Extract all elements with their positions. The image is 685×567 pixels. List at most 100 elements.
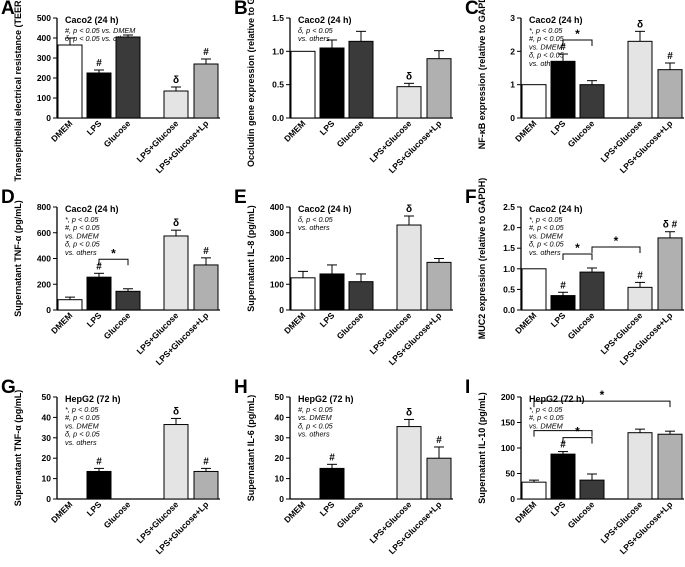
y-tick-label: 10 xyxy=(275,474,285,484)
significance-note: vs. others xyxy=(65,438,97,447)
bar xyxy=(319,273,345,311)
x-tick-label: Glucose xyxy=(102,118,133,149)
panel-a: A 0 100 200 300 400 500 Transepithelial electri… xyxy=(1,0,220,182)
bar xyxy=(319,47,345,119)
bar xyxy=(426,58,452,119)
significance-mark: # xyxy=(329,452,335,463)
panel-c: C 0 1 2 3 NF-κB expression (relative to GAPDH… xyxy=(465,0,684,175)
y-tick-label: 0.0 xyxy=(503,305,515,315)
x-tick-label: DMEM xyxy=(49,118,74,143)
x-tick-label: LPS+Glucose+Lp xyxy=(618,310,675,367)
y-tick-label: 1 xyxy=(510,80,515,90)
bar xyxy=(521,84,547,119)
x-tick-label: LPS+Glucose+Lp xyxy=(154,118,211,175)
y-tick-label: 400 xyxy=(37,254,51,264)
panel-title: HepG2 (72 h) xyxy=(65,394,121,404)
significance-note: *, p < 0.05 xyxy=(65,405,99,414)
x-tick-label: LPS xyxy=(318,118,337,137)
panel-letter: I xyxy=(465,377,470,398)
significance-note: δ, p < 0.05 xyxy=(298,26,334,35)
y-tick-label: 0 xyxy=(279,305,284,315)
bar xyxy=(627,432,653,500)
panel-letter: C xyxy=(465,0,479,19)
significance-mark: # xyxy=(96,456,102,467)
panel-i: I 0 50 100 150 200 Supernatant IL-10 (pg/mL) He… xyxy=(465,377,684,556)
x-tick-label: LPS+Glucose+Lp xyxy=(154,310,211,367)
bar xyxy=(550,60,576,119)
bar xyxy=(115,290,141,311)
y-tick-label: 400 xyxy=(270,202,284,212)
panel-title: Caco2 (24 h) xyxy=(529,15,583,25)
panel-f: F 0.0 0.5 1.0 1.5 2.0 2.5 MUC2 expression (rela… xyxy=(465,178,684,367)
significance-note: vs. DMEM xyxy=(65,231,100,240)
y-tick-label: 0 xyxy=(46,305,51,315)
panel-title: Caco2 (24 h) xyxy=(298,204,352,214)
panel-title: Caco2 (24 h) xyxy=(298,15,352,25)
x-tick-label: LPS+Glucose+Lp xyxy=(618,499,675,556)
bar xyxy=(521,481,547,500)
significance-note: δ, p < 0.05 vs. others xyxy=(65,34,134,43)
bar xyxy=(657,69,683,119)
panel-b: B 0.0 0.5 1.0 1.5 Occludin gene expression (r… xyxy=(234,0,453,175)
y-tick-label: 50 xyxy=(42,392,52,402)
significance-note: vs. others xyxy=(298,430,330,439)
bar xyxy=(193,63,219,119)
comparison-bracket xyxy=(562,39,593,46)
y-tick-label: 3 xyxy=(510,13,515,23)
y-axis-label: Transepithelial electrical resistance (T… xyxy=(13,0,23,182)
bar xyxy=(348,281,374,311)
x-tick-label: DMEM xyxy=(49,310,74,335)
significance-note: #, p < 0.05 xyxy=(65,223,101,232)
significance-mark: δ xyxy=(173,75,179,86)
x-tick-label: LPS xyxy=(85,118,104,137)
significance-mark: # xyxy=(203,246,209,257)
x-tick-label: LPS xyxy=(85,499,104,518)
x-tick-label: Glucose xyxy=(566,118,597,149)
x-tick-label: LPS xyxy=(318,499,337,518)
bracket-label: * xyxy=(614,234,619,248)
y-axis-label: Supernatant TNF-α (pg/mL) xyxy=(13,200,23,317)
bar xyxy=(163,235,189,311)
y-axis-label: Supernatant TNF-α (pg/mL) xyxy=(13,390,23,507)
y-tick-label: 600 xyxy=(37,228,51,238)
y-tick-label: 300 xyxy=(270,228,284,238)
significance-note: δ, p < 0.05 xyxy=(529,51,565,60)
panel-title: HepG2 (72 h) xyxy=(298,394,354,404)
comparison-bracket xyxy=(98,258,129,266)
y-axis-label: Occludin gene expression (relative to GA… xyxy=(246,0,256,167)
significance-mark: δ xyxy=(637,19,643,30)
significance-note: δ, p < 0.05 xyxy=(529,240,565,249)
bar xyxy=(193,470,219,500)
y-axis-label: MUC2 expression (relative to GAPDH) xyxy=(477,178,487,340)
y-tick-label: 200 xyxy=(270,254,284,264)
y-axis-label: Supernatant IL-8 (pg/mL) xyxy=(246,205,256,312)
x-tick-label: LPS xyxy=(549,499,568,518)
bar xyxy=(426,457,452,500)
y-tick-label: 200 xyxy=(501,392,515,402)
x-tick-label: Glucose xyxy=(335,118,366,149)
significance-mark: # xyxy=(667,51,673,62)
significance-note: vs. DMEM xyxy=(529,42,564,51)
bracket-label: * xyxy=(575,27,580,41)
y-tick-label: 20 xyxy=(42,453,52,463)
y-tick-label: 100 xyxy=(270,279,284,289)
x-tick-label: Glucose xyxy=(566,310,597,341)
x-tick-label: LPS xyxy=(549,310,568,329)
panel-title: Caco2 (24 h) xyxy=(65,15,119,25)
x-tick-label: LPS+Glucose+Lp xyxy=(387,310,444,367)
bar xyxy=(193,264,219,311)
bar xyxy=(550,453,576,500)
panel-letter: B xyxy=(234,0,248,19)
x-tick-label: DMEM xyxy=(513,499,538,524)
panel-title: Caco2 (24 h) xyxy=(65,204,119,214)
y-tick-label: 2.5 xyxy=(503,202,515,212)
x-tick-label: LPS+Glucose+Lp xyxy=(387,118,444,175)
x-tick-label: Glucose xyxy=(335,310,366,341)
comparison-bracket xyxy=(533,400,671,408)
y-axis-label: Supernatant IL-6 (pg/mL) xyxy=(246,395,256,502)
panel-h: H 0 10 20 30 40 50 Supernatant IL-6 (pg/mL) HepG… xyxy=(234,377,453,556)
x-tick-label: Glucose xyxy=(102,310,133,341)
y-tick-label: 0.0 xyxy=(272,113,284,123)
y-tick-label: 800 xyxy=(37,202,51,212)
significance-note: δ, p < 0.05 xyxy=(298,215,334,224)
